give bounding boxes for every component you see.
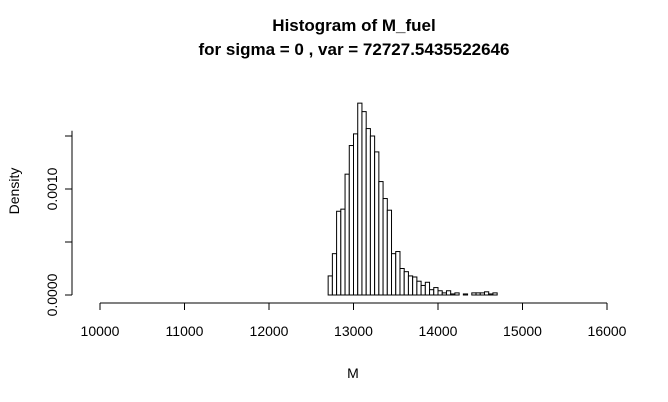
histogram-bar <box>445 290 452 296</box>
histogram-bar <box>412 276 418 296</box>
histogram-bar <box>361 111 367 296</box>
histogram-bar <box>336 210 342 296</box>
histogram-bar <box>348 145 354 296</box>
x-tick-label: 13000 <box>334 323 373 339</box>
histogram-bar <box>403 271 409 296</box>
x-tick-label: 16000 <box>588 323 627 339</box>
y-tick-label: 0.0000 <box>44 273 60 316</box>
chart-subtitle: for sigma = 0 , var = 72727.5435522646 <box>198 40 510 59</box>
histogram-bar <box>374 151 380 296</box>
histogram-bar <box>429 289 435 296</box>
histogram-bar <box>382 198 388 296</box>
histogram-bar <box>433 287 439 296</box>
histogram-bar <box>369 135 376 296</box>
x-axis: 10000 11000 12000 13000 14000 15000 16000 <box>81 302 627 339</box>
histogram-bar <box>340 208 346 296</box>
histogram-bar <box>454 292 460 296</box>
histogram-bar <box>462 293 469 296</box>
y-axis: 0.0000 0.0010 <box>44 130 73 316</box>
histogram-bar <box>344 173 350 296</box>
histogram-bar <box>365 128 371 296</box>
histogram-bar <box>441 292 447 296</box>
histogram-bar <box>479 292 485 296</box>
histogram-bar <box>475 292 481 296</box>
histogram-bar <box>399 268 405 296</box>
histogram-bar <box>407 275 414 296</box>
histogram-bar <box>353 133 359 296</box>
chart-title: Histogram of M_fuel <box>272 16 436 35</box>
x-tick-label: 10000 <box>81 323 120 339</box>
histogram-bar <box>483 291 490 296</box>
histogram-bars <box>327 102 498 296</box>
y-axis-label: Density <box>6 168 22 215</box>
histogram-bar <box>488 293 494 296</box>
x-tick-label: 14000 <box>419 323 458 339</box>
histogram-bar <box>378 181 384 296</box>
x-tick-label: 15000 <box>503 323 542 339</box>
histogram-bar <box>450 293 456 296</box>
histogram-bar <box>331 253 338 296</box>
x-axis-label: M <box>347 365 359 381</box>
histogram-bar <box>395 251 401 296</box>
histogram-bar <box>424 281 431 296</box>
histogram-bar <box>416 280 422 296</box>
x-tick-label: 12000 <box>250 323 289 339</box>
histogram-bar <box>391 253 397 296</box>
histogram-bar <box>437 290 443 296</box>
histogram-bar <box>327 275 333 296</box>
histogram-bar <box>386 209 393 296</box>
y-tick-label: 0.0010 <box>44 167 60 210</box>
histogram-bar <box>471 292 477 296</box>
histogram-bar <box>420 284 426 296</box>
x-tick-label: 11000 <box>166 323 204 339</box>
histogram-bar <box>492 292 498 296</box>
histogram-bar <box>357 102 363 296</box>
